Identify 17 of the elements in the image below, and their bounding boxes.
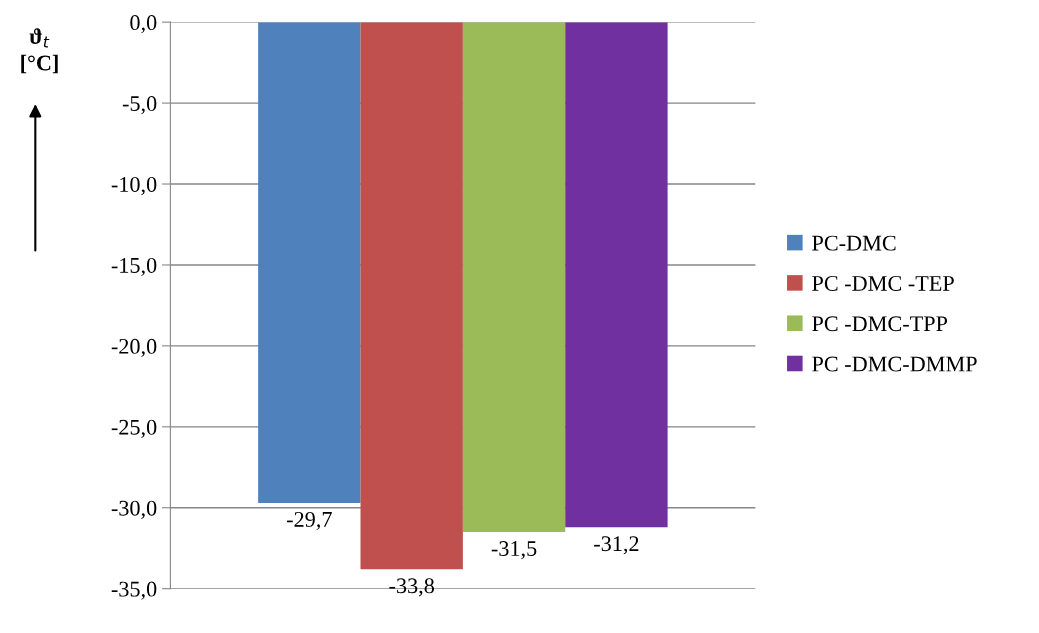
y-tick-label: -35,0	[111, 581, 157, 600]
y-axis-title: ϑ$_{t}$ [°C]	[21, 28, 58, 74]
data-label: -29,7	[287, 511, 332, 531]
y-tick-label: -25,0	[111, 419, 157, 438]
y-tick-label: -15,0	[111, 257, 157, 277]
y-tick-label: -5,0	[122, 96, 157, 115]
y-tick-label: 0,0	[130, 15, 157, 34]
y-tick-label: -10,0	[111, 176, 157, 196]
legend-label: PC -DMC-DMMP	[812, 356, 977, 372]
data-label: -31,2	[594, 536, 639, 555]
y-tick-label: -20,0	[111, 338, 157, 358]
legend-label: PC -DMC-TPP	[812, 316, 948, 332]
y-tick-label: -30,0	[111, 500, 157, 519]
legend-label: PC -DMC -TEP	[812, 275, 954, 291]
data-label: -31,5	[491, 541, 537, 560]
data-label: -33,8	[389, 578, 434, 597]
legend-label: PC-DMC	[812, 235, 896, 251]
